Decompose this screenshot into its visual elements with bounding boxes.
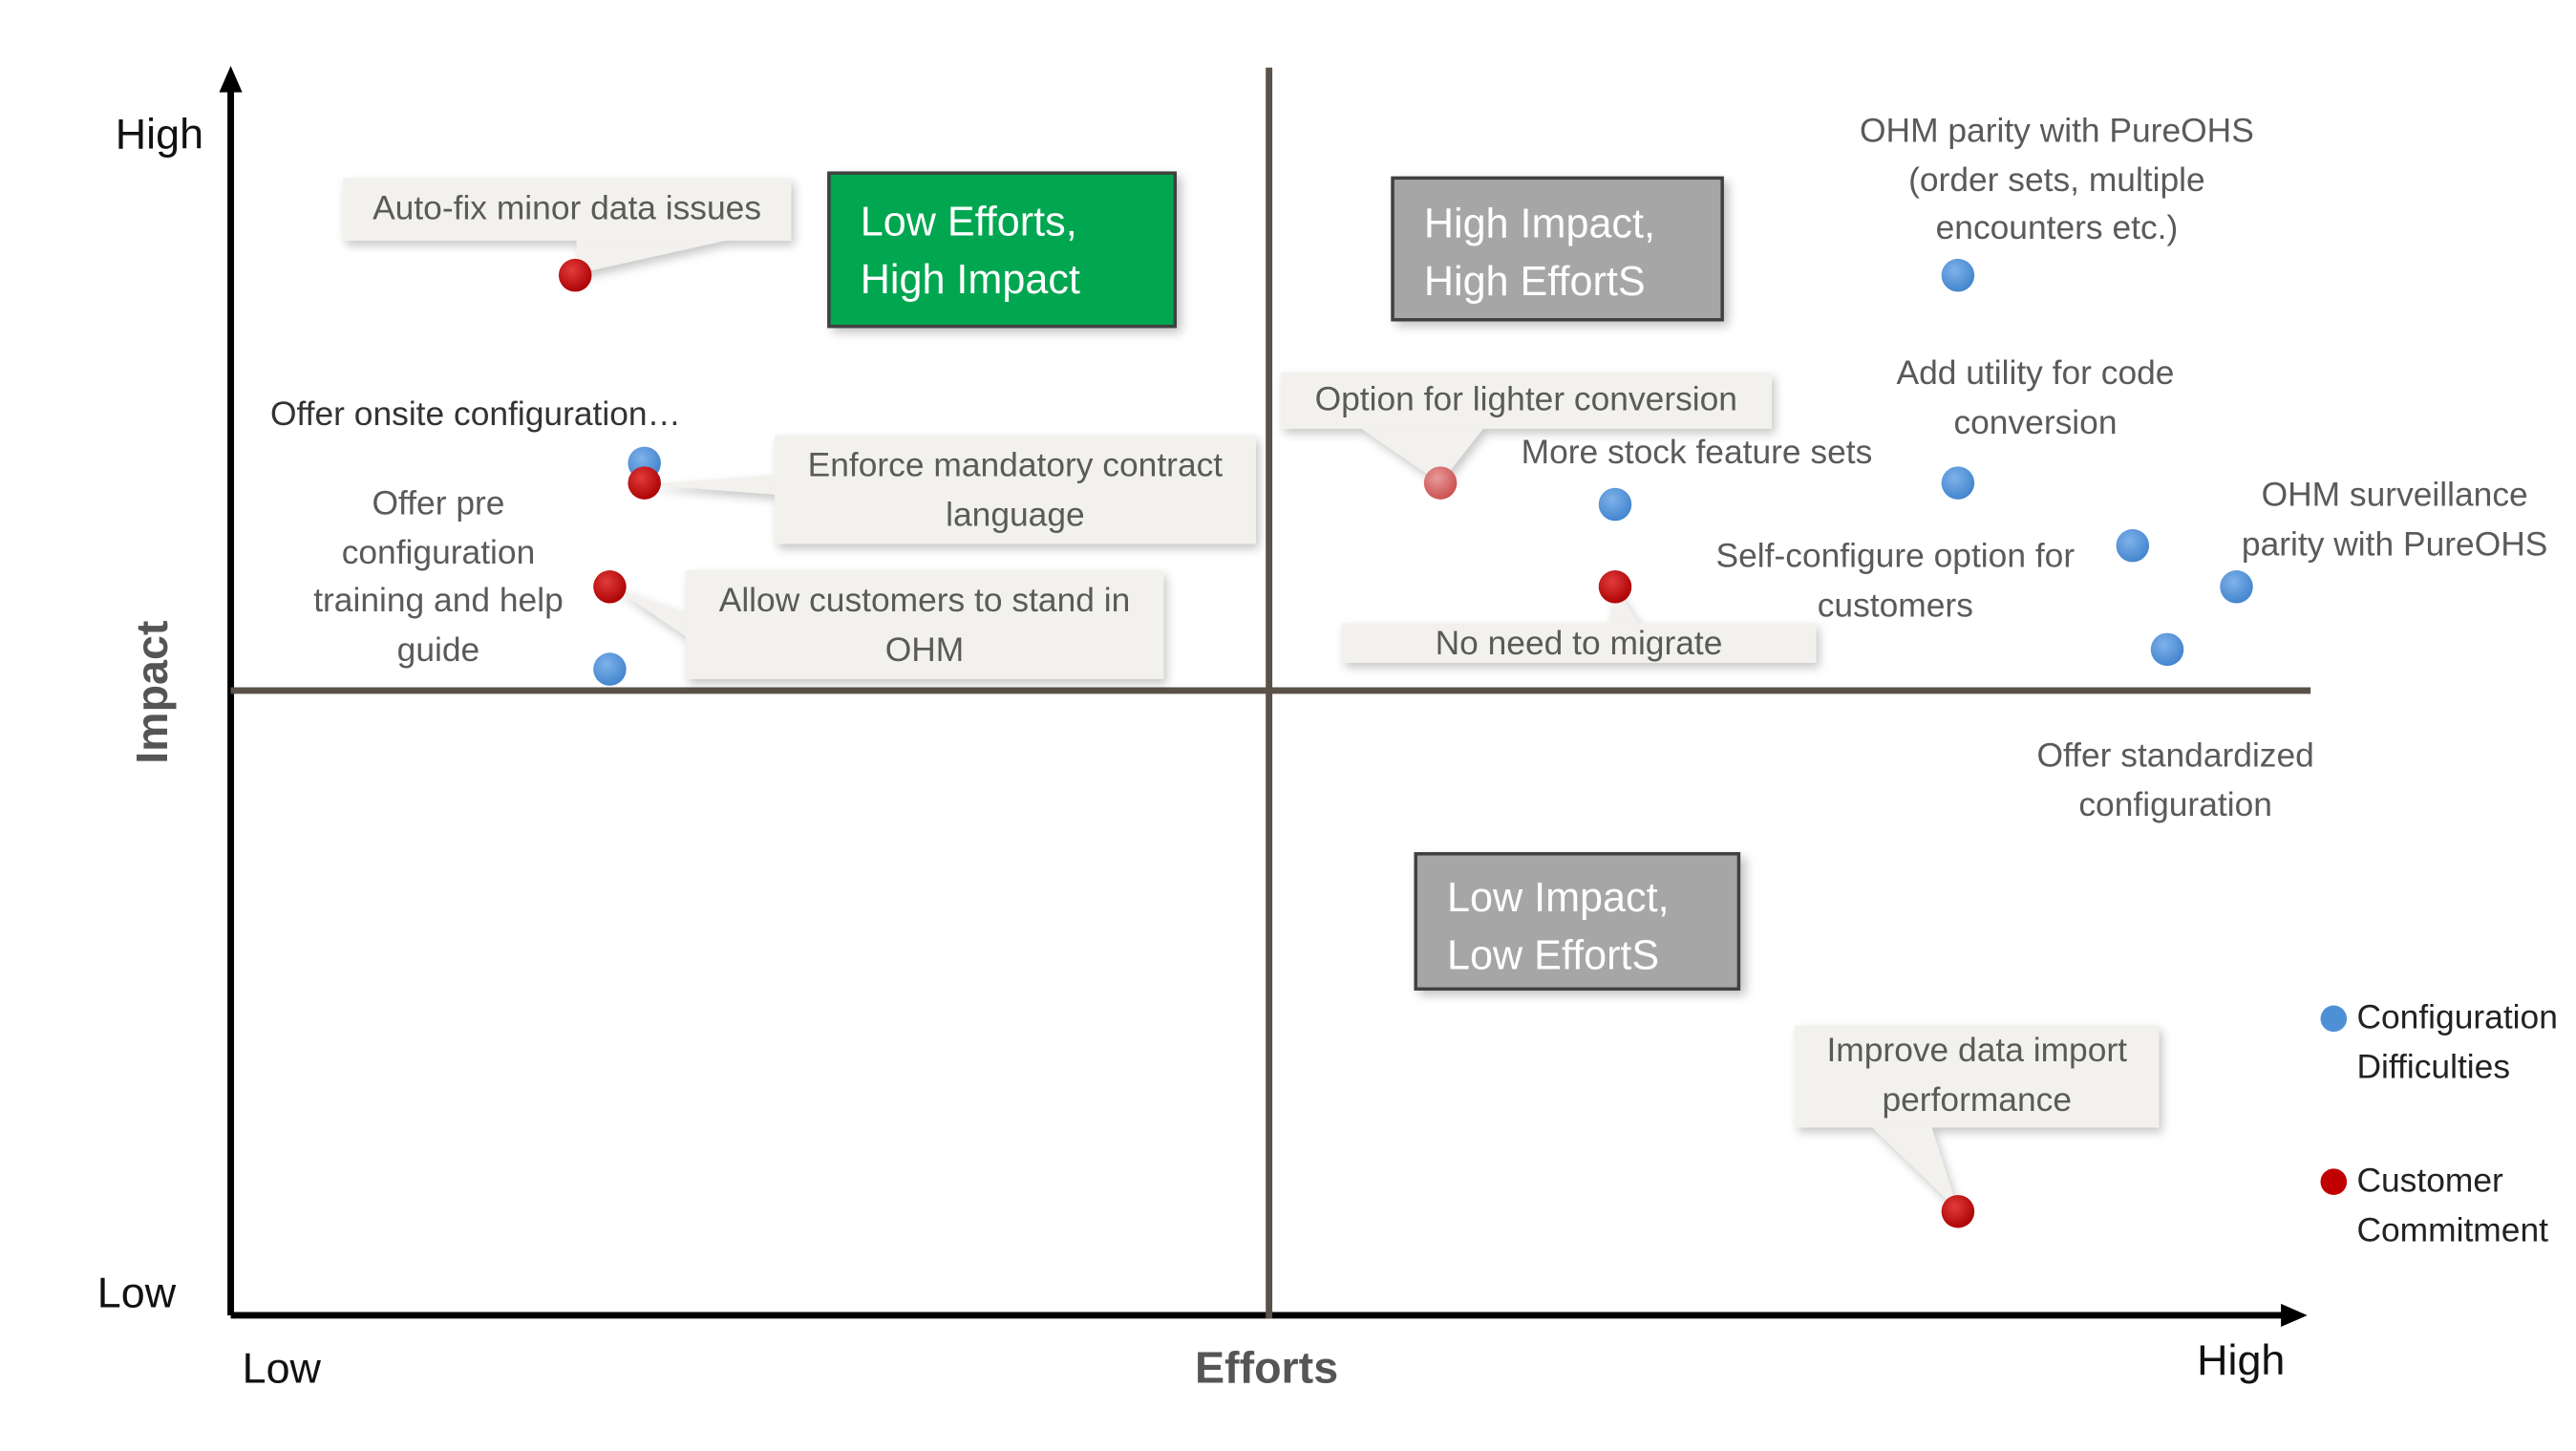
callout-auto-fix [342, 178, 792, 274]
legend-line: Customer [2356, 1162, 2503, 1201]
legend-line: Difficulties [2356, 1047, 2511, 1086]
x-axis [230, 1303, 2308, 1328]
label-stock-feature: More stock feature sets [1521, 433, 1873, 472]
quadrant-label-line: High Impact, [1423, 201, 1655, 247]
callout-improve-import [1795, 1025, 2160, 1210]
label-line: Allow customers to stand in [718, 582, 1131, 620]
label-ohm-parity: OHM parity with PureOHS (order sets, mul… [1826, 107, 2288, 253]
x-axis-title: Efforts [1194, 1343, 1339, 1394]
callout-no-need-migrate [1341, 587, 1817, 663]
callout-allow-customers [612, 570, 1164, 679]
quadrant-low-effort-high-impact: Low Efforts, High Impact [827, 171, 1178, 329]
label-line: conversion [1953, 402, 2118, 441]
quadrant-high-impact-high-effort: High Impact, High EffortS [1391, 176, 1724, 322]
label-line: customers [1817, 586, 1973, 625]
y-axis-low-label: Low [96, 1267, 177, 1317]
point-ohm-parity [1941, 258, 1975, 292]
label-line: Self-configure option for [1715, 537, 2076, 576]
legend-commitment: Customer Commitment [2320, 1157, 2548, 1254]
label-line: Offer pre [372, 484, 505, 523]
point-add-utility [1941, 466, 1975, 500]
y-axis-high-label: High [115, 108, 204, 159]
label-line: OHM [884, 630, 965, 669]
quadrant-label-line: Low Efforts, [860, 199, 1077, 246]
label-offer-pre: Offer pre configuration training and hel… [290, 480, 587, 674]
point-improve-import [1941, 1194, 1975, 1228]
label-line: language [946, 495, 1085, 534]
label-enforce-contract: Enforce mandatory contract language [775, 441, 1256, 539]
point-auto-fix [558, 258, 592, 292]
label-lighter-conversion: Option for lighter conversion [1314, 380, 1738, 419]
quadrant-low-impact-low-effort: Low Impact, Low EffortS [1414, 852, 1741, 992]
quadrant-label-line: High EffortS [1423, 258, 1646, 306]
legend-line: Configuration [2356, 998, 2558, 1037]
legend-line: Commitment [2356, 1210, 2548, 1249]
label-ohm-surveillance: OHM surveillance parity with PureOHS [2222, 471, 2567, 568]
label-line: Improve data import [1826, 1032, 2128, 1070]
label-allow-customers: Allow customers to stand in OHM [686, 577, 1163, 674]
quadrant-label-line: Low Impact, [1446, 875, 1670, 922]
quadrant-label-line: Low EffortS [1446, 932, 1660, 979]
label-line: Offer standardized [2036, 736, 2314, 775]
label-add-utility: Add utility for code conversion [1854, 350, 2217, 447]
point-lighter-conversion [1423, 466, 1458, 500]
quadrant-label-line: High Impact [860, 257, 1080, 304]
label-line: Enforce mandatory contract [807, 446, 1224, 485]
point-offer-standardized [2150, 632, 2184, 667]
label-line: parity with PureOHS [2241, 524, 2548, 564]
point-enforce-contract [628, 466, 661, 500]
legend-configuration-text: Configuration Difficulties [2356, 993, 2557, 1091]
x-axis-high-label: High [2197, 1334, 2286, 1385]
point-allow-customers [593, 570, 627, 604]
y-axis [219, 66, 243, 1315]
callout-enforce-contract [646, 435, 1256, 544]
label-auto-fix: Auto-fix minor data issues [373, 189, 762, 228]
label-line: training and help [313, 582, 564, 620]
label-line: encounters etc.) [1935, 209, 2179, 247]
legend-red-dot-icon [2320, 1168, 2348, 1195]
label-line: guide [396, 630, 480, 669]
point-no-need-migrate [1598, 570, 1632, 604]
label-no-need-migrate: No need to migrate [1435, 624, 1723, 663]
y-axis-title: Impact [127, 620, 178, 764]
label-self-configure: Self-configure option for customers [1684, 532, 2106, 629]
point-offer-pre [593, 652, 627, 686]
label-line: configuration [341, 533, 536, 571]
point-stock-feature [1598, 487, 1632, 522]
label-line: (order sets, multiple [1908, 160, 2205, 199]
x-axis-low-label: Low [242, 1343, 321, 1394]
label-line: configuration [2078, 785, 2272, 823]
legend-commitment-text: Customer Commitment [2356, 1157, 2547, 1254]
label-line: OHM parity with PureOHS [1860, 112, 2254, 151]
label-offer-onsite: Offer onsite configuration… [269, 395, 681, 434]
point-ohm-surveillance [2220, 570, 2253, 604]
legend-blue-dot-icon [2320, 1005, 2348, 1033]
label-offer-standardized: Offer standardized configuration [2011, 732, 2340, 829]
label-line: OHM surveillance [2261, 476, 2528, 515]
label-line: performance [1882, 1080, 2073, 1119]
callout-lighter-conversion [1280, 372, 1772, 483]
legend-configuration: Configuration Difficulties [2320, 993, 2558, 1091]
label-improve-import: Improve data import performance [1795, 1027, 2159, 1124]
label-line: Add utility for code [1896, 353, 2175, 393]
point-self-configure [2116, 528, 2150, 563]
